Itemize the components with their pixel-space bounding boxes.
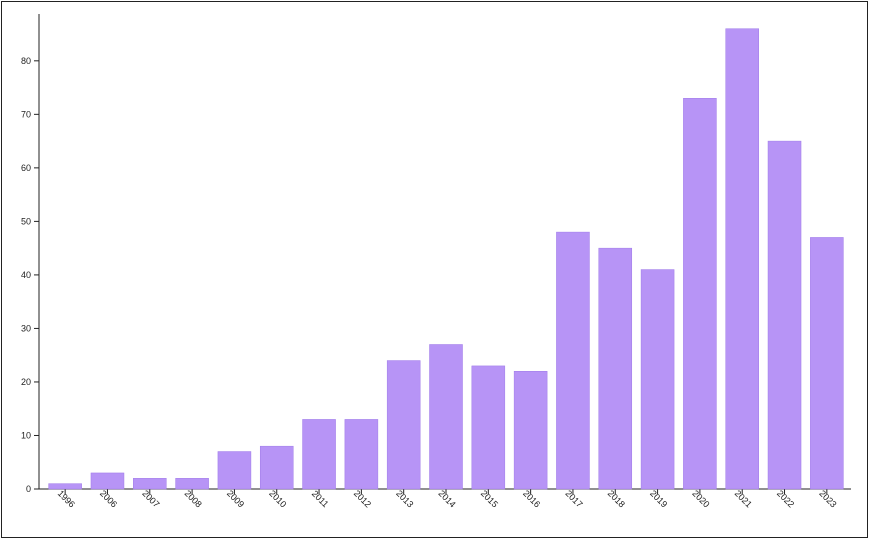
x-tick-label: 2020: [690, 488, 711, 509]
x-tick-label: 2007: [140, 488, 161, 509]
y-tick-label: 50: [21, 216, 31, 226]
y-tick-label: 70: [21, 109, 31, 119]
x-tick-label: 2011: [310, 488, 331, 509]
x-tick-label: 2012: [352, 488, 373, 509]
x-tick-label: 2013: [394, 488, 415, 509]
y-axis: 0 10 20 30 40 50 60 70 80: [21, 14, 40, 494]
x-tick-label: 2023: [817, 488, 838, 509]
x-tick-label: 1996: [56, 488, 77, 509]
x-tick-label: 2014: [437, 488, 458, 509]
x-tick-label: 2022: [775, 488, 796, 509]
x-tick-label: 2015: [479, 488, 500, 509]
x-axis: 1996 2006 2007 2008 2009 2010 2011 2012 2013 2014…: [39, 488, 851, 509]
bar-series: [48, 28, 844, 490]
bar-2013: [386, 360, 421, 490]
bar-2016: [513, 371, 548, 490]
y-tick-label: 10: [21, 430, 31, 440]
x-tick-label: 2006: [98, 488, 119, 509]
bar-2011: [302, 419, 336, 490]
bar-2014: [429, 344, 463, 490]
bar-1996: [48, 483, 82, 490]
bar-2010: [259, 445, 294, 490]
bar-2009: [217, 451, 252, 490]
bar-2020: [683, 98, 717, 490]
x-tick-label: 2016: [521, 488, 542, 509]
bar-2023: [810, 237, 844, 490]
bar-2006: [90, 472, 125, 490]
bar-2017: [556, 231, 590, 490]
x-tick-label: 2021: [733, 488, 754, 509]
x-tick-label: 2019: [648, 488, 669, 509]
bar-2021: [725, 28, 759, 490]
bar-2008: [175, 478, 209, 490]
bar-2018: [598, 247, 633, 490]
x-tick-label: 2010: [267, 488, 288, 509]
y-tick-label: 40: [21, 270, 31, 280]
x-tick-label: 2009: [225, 488, 246, 509]
y-tick-label: 30: [21, 323, 31, 333]
bar-2022: [767, 140, 802, 490]
bar-2012: [344, 419, 379, 490]
x-tick-label: 2008: [183, 488, 204, 509]
x-tick-label: 2017: [563, 488, 584, 509]
x-tick-label: 2018: [606, 488, 627, 509]
y-tick-label: 60: [21, 163, 31, 173]
bar-2015: [471, 365, 506, 490]
y-tick-label: 20: [21, 377, 31, 387]
bar-2007: [133, 478, 167, 490]
y-tick-label: 80: [21, 56, 31, 66]
y-tick-label: 0: [26, 484, 31, 494]
bar-2019: [640, 269, 675, 490]
